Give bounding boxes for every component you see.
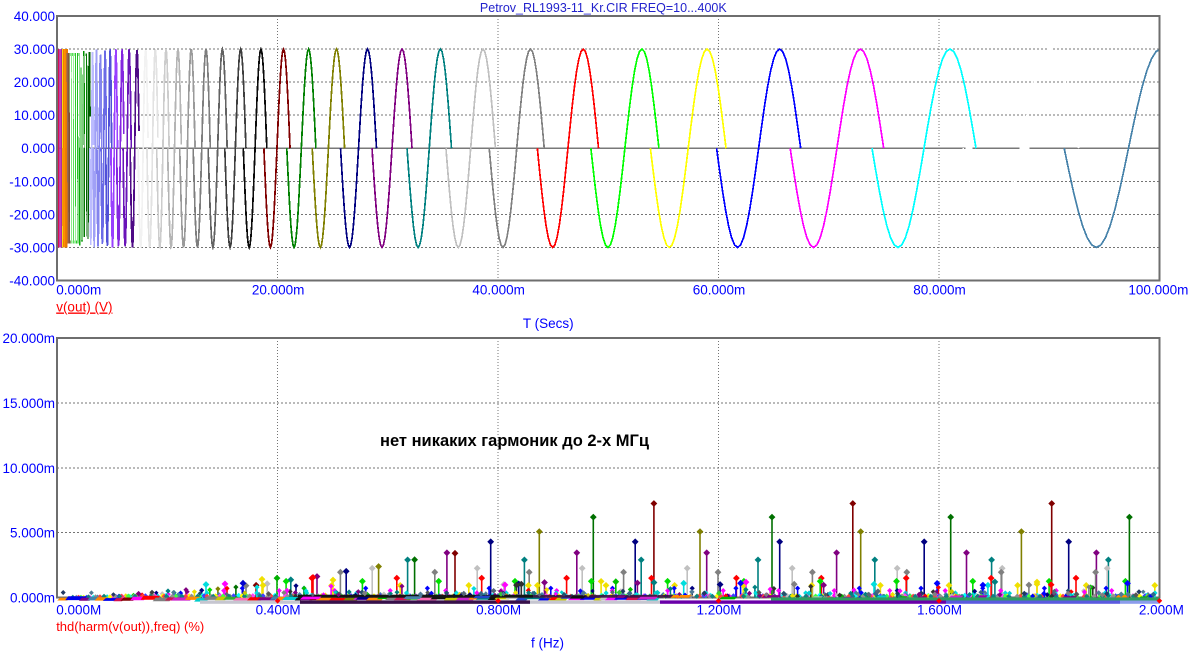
svg-text:100.000m: 100.000m [1128,283,1188,298]
svg-text:15.000m: 15.000m [2,396,55,411]
svg-text:40.000m: 40.000m [472,283,525,298]
svg-text:5.000m: 5.000m [10,526,55,541]
svg-text:нет никаких гармоник до 2-х МГ: нет никаких гармоник до 2-х МГц [380,432,649,450]
svg-text:20.000m: 20.000m [2,331,55,346]
svg-text:-10.000: -10.000 [9,174,55,189]
svg-text:0.000: 0.000 [21,141,55,156]
svg-text:-30.000: -30.000 [9,240,55,255]
svg-text:20.000: 20.000 [14,75,55,90]
svg-text:60.000m: 60.000m [693,283,746,298]
svg-text:0.800M: 0.800M [476,603,521,618]
svg-text:1.600M: 1.600M [917,603,962,618]
svg-text:0.000m: 0.000m [56,283,101,298]
svg-text:-40.000: -40.000 [9,274,55,289]
svg-text:80.000m: 80.000m [913,283,966,298]
svg-text:20.000m: 20.000m [252,283,305,298]
svg-text:Petrov_RL1993-11_Kr.CIR FREQ=1: Petrov_RL1993-11_Kr.CIR FREQ=10...400K [480,1,727,15]
svg-text:30.000: 30.000 [14,42,55,57]
svg-text:40.000: 40.000 [14,9,55,24]
svg-text:v(out) (V): v(out) (V) [56,300,112,315]
svg-text:1.200M: 1.200M [696,603,741,618]
svg-text:0.000M: 0.000M [56,603,101,618]
svg-text:10.000m: 10.000m [2,461,55,476]
svg-text:thd(harm(v(out)),freq) (%): thd(harm(v(out)),freq) (%) [56,619,204,634]
svg-text:T (Secs): T (Secs) [523,316,574,331]
svg-text:-20.000: -20.000 [9,207,55,222]
svg-text:0.000m: 0.000m [10,591,55,606]
svg-text:10.000: 10.000 [14,108,55,123]
svg-text:2.000M: 2.000M [1139,603,1184,618]
svg-text:0.400M: 0.400M [256,603,301,618]
svg-text:f (Hz): f (Hz) [531,636,564,651]
